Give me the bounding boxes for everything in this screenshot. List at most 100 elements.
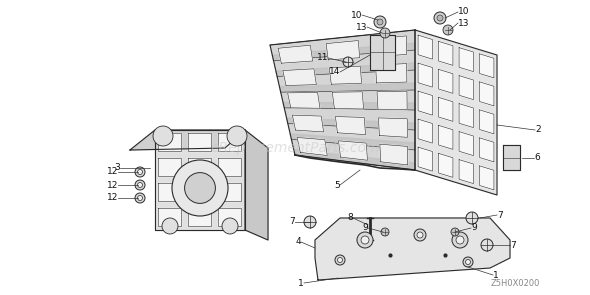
Polygon shape (332, 92, 363, 109)
Circle shape (222, 218, 238, 234)
Polygon shape (326, 40, 360, 60)
Polygon shape (438, 153, 453, 177)
Polygon shape (480, 138, 494, 162)
Circle shape (417, 232, 423, 238)
Polygon shape (374, 36, 407, 57)
Circle shape (374, 16, 386, 28)
Polygon shape (287, 118, 415, 130)
Polygon shape (280, 83, 415, 92)
Polygon shape (315, 218, 510, 280)
Circle shape (463, 257, 473, 267)
Circle shape (227, 126, 247, 146)
Polygon shape (329, 66, 362, 84)
Text: 14: 14 (329, 68, 340, 76)
Polygon shape (339, 141, 368, 160)
Circle shape (304, 216, 316, 228)
Circle shape (443, 25, 453, 35)
Polygon shape (438, 97, 453, 121)
Polygon shape (380, 144, 408, 165)
Text: 12: 12 (107, 181, 118, 189)
Polygon shape (278, 45, 313, 63)
Text: Z5H0X0200: Z5H0X0200 (491, 278, 540, 288)
Polygon shape (418, 63, 432, 87)
Polygon shape (270, 30, 415, 170)
Polygon shape (438, 69, 453, 93)
Polygon shape (378, 118, 408, 137)
Polygon shape (480, 54, 494, 78)
Circle shape (437, 15, 443, 21)
Polygon shape (276, 63, 415, 76)
Circle shape (361, 236, 369, 244)
Text: 7: 7 (289, 217, 295, 227)
Polygon shape (188, 207, 211, 226)
Circle shape (135, 180, 145, 190)
Circle shape (466, 212, 478, 224)
Text: 3: 3 (114, 163, 120, 173)
Text: 6: 6 (534, 153, 540, 163)
Polygon shape (335, 117, 366, 135)
Polygon shape (283, 69, 316, 86)
Circle shape (466, 260, 470, 265)
Polygon shape (370, 35, 395, 70)
Polygon shape (438, 125, 453, 149)
Polygon shape (290, 134, 415, 150)
Polygon shape (188, 183, 211, 201)
Circle shape (380, 28, 390, 38)
Polygon shape (459, 160, 473, 183)
Circle shape (456, 236, 464, 244)
Circle shape (135, 193, 145, 203)
Circle shape (137, 170, 143, 175)
Circle shape (185, 173, 215, 203)
Text: 1: 1 (299, 278, 304, 288)
Text: eReplacementParts.com: eReplacementParts.com (210, 141, 380, 155)
Polygon shape (459, 47, 473, 72)
Circle shape (377, 19, 383, 25)
Text: 11: 11 (316, 53, 328, 63)
Polygon shape (459, 132, 473, 156)
Text: 7: 7 (510, 240, 516, 250)
Polygon shape (158, 207, 181, 226)
Circle shape (137, 183, 143, 188)
Circle shape (162, 218, 178, 234)
Polygon shape (293, 115, 324, 132)
Polygon shape (415, 30, 497, 195)
Text: 4: 4 (296, 237, 301, 247)
Polygon shape (218, 207, 241, 226)
Polygon shape (218, 132, 241, 151)
Polygon shape (158, 183, 181, 201)
Circle shape (135, 167, 145, 177)
Circle shape (414, 229, 426, 241)
Text: 10: 10 (350, 11, 362, 19)
Polygon shape (418, 35, 432, 59)
Polygon shape (188, 132, 211, 151)
Polygon shape (273, 43, 415, 61)
Text: 9: 9 (362, 224, 368, 232)
Polygon shape (459, 76, 473, 100)
Circle shape (335, 255, 345, 265)
Polygon shape (155, 130, 245, 230)
Text: 5: 5 (335, 181, 340, 189)
Text: 7: 7 (497, 211, 503, 219)
Circle shape (137, 196, 143, 201)
Circle shape (481, 239, 493, 251)
Circle shape (343, 57, 353, 67)
Text: 9: 9 (471, 224, 477, 232)
Polygon shape (418, 147, 432, 171)
Polygon shape (158, 132, 181, 151)
Circle shape (153, 126, 173, 146)
Polygon shape (377, 91, 407, 110)
Circle shape (381, 228, 389, 236)
Circle shape (451, 228, 459, 236)
Text: 2: 2 (535, 125, 540, 135)
Circle shape (434, 12, 446, 24)
Circle shape (172, 160, 228, 216)
Polygon shape (418, 91, 432, 115)
Text: 8: 8 (348, 214, 353, 222)
Polygon shape (218, 158, 241, 176)
Polygon shape (158, 158, 181, 176)
Text: 12: 12 (107, 194, 118, 202)
Polygon shape (188, 158, 211, 176)
Polygon shape (480, 110, 494, 134)
Text: 13: 13 (356, 22, 367, 32)
Polygon shape (480, 82, 494, 106)
